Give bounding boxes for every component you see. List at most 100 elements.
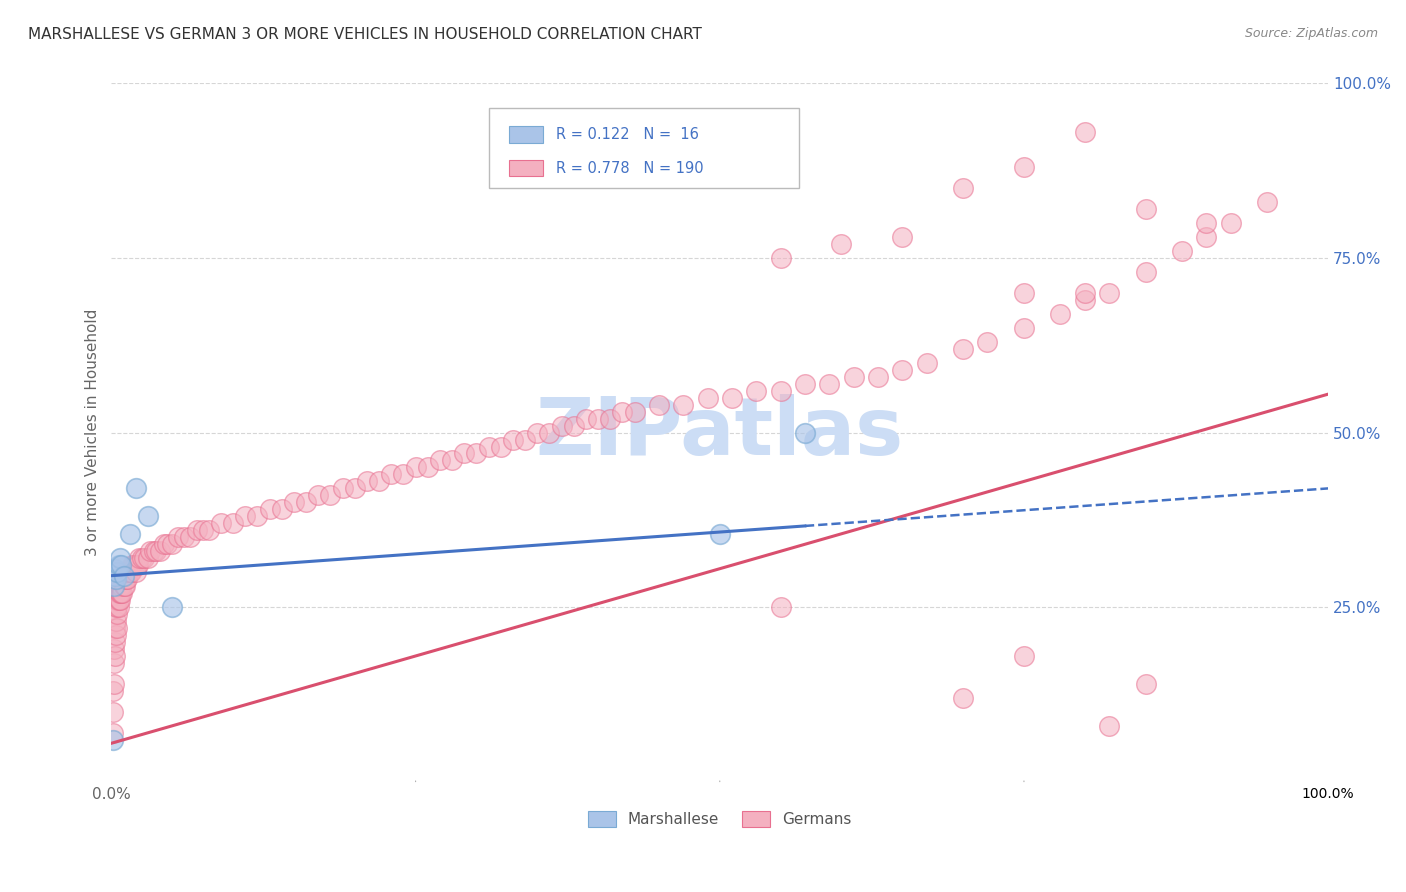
Point (1195, 230, 1218, 244)
Point (319, 488, 342, 502)
Point (1135, 677, 1157, 691)
Point (104, 621, 127, 635)
Point (104, 562, 127, 576)
Point (110, 558, 132, 573)
Point (1012, 160, 1035, 174)
Point (332, 482, 354, 496)
Point (794, 425, 817, 440)
Point (915, 356, 938, 370)
Point (107, 558, 129, 573)
Point (110, 579, 132, 593)
Point (114, 565, 136, 579)
Point (562, 418, 585, 433)
Point (108, 551, 131, 566)
Point (101, 684, 124, 698)
Point (152, 537, 174, 551)
Point (197, 524, 219, 538)
Point (550, 418, 572, 433)
Point (769, 600, 792, 615)
Point (125, 565, 148, 579)
Point (270, 502, 292, 516)
Point (745, 384, 768, 398)
Point (107, 593, 129, 607)
Point (104, 648, 127, 663)
Point (599, 411, 621, 425)
Text: MARSHALLESE VS GERMAN 3 OR MORE VEHICLES IN HOUSEHOLD CORRELATION CHART: MARSHALLESE VS GERMAN 3 OR MORE VEHICLES… (28, 27, 702, 42)
Point (103, 677, 125, 691)
Point (108, 593, 131, 607)
Point (128, 551, 150, 566)
Y-axis label: 3 or more Vehicles in Household: 3 or more Vehicles in Household (86, 309, 100, 557)
Point (162, 537, 184, 551)
Point (149, 544, 172, 558)
Legend: Marshallese, Germans: Marshallese, Germans (582, 805, 858, 833)
Point (134, 551, 156, 566)
Point (105, 628, 128, 642)
Point (107, 586, 129, 600)
Point (105, 600, 128, 615)
Point (125, 482, 148, 496)
Point (118, 526, 141, 541)
Point (112, 568, 135, 582)
Point (1074, 285, 1097, 300)
Point (115, 572, 138, 586)
Point (104, 568, 127, 582)
Point (209, 516, 232, 531)
Point (1012, 648, 1035, 663)
Point (307, 488, 329, 502)
Point (131, 551, 153, 566)
Point (891, 230, 914, 244)
Point (1171, 244, 1194, 258)
Point (105, 572, 128, 586)
Point (111, 572, 134, 586)
Point (441, 453, 464, 467)
Point (623, 404, 645, 418)
Point (191, 524, 214, 538)
Text: ZIPatlas: ZIPatlas (536, 393, 904, 472)
Point (1195, 216, 1218, 230)
Point (842, 369, 865, 384)
Point (117, 565, 139, 579)
Point (167, 530, 190, 544)
Point (952, 181, 974, 195)
Point (721, 391, 744, 405)
Point (368, 475, 391, 489)
Point (120, 565, 142, 579)
Point (127, 558, 149, 573)
Point (405, 460, 427, 475)
Text: R = 0.122   N =  16: R = 0.122 N = 16 (555, 127, 699, 142)
Point (103, 579, 125, 593)
Point (107, 607, 129, 621)
Point (103, 642, 125, 657)
Point (111, 586, 134, 600)
Point (107, 600, 129, 615)
Bar (509, 160, 543, 177)
Point (453, 446, 475, 460)
Point (1219, 216, 1241, 230)
Point (769, 384, 792, 398)
Point (143, 544, 166, 558)
Point (952, 342, 974, 356)
Point (478, 440, 501, 454)
Point (115, 572, 138, 586)
Point (112, 572, 135, 586)
Point (246, 509, 269, 524)
Text: R = 0.778   N = 190: R = 0.778 N = 190 (555, 161, 703, 176)
Point (186, 524, 208, 538)
Point (818, 376, 841, 391)
Point (1012, 321, 1035, 335)
Point (380, 467, 402, 482)
Point (107, 600, 129, 615)
Point (612, 404, 634, 418)
Point (1135, 265, 1157, 279)
Point (259, 502, 281, 516)
Point (769, 251, 792, 265)
Point (108, 586, 131, 600)
Point (173, 530, 195, 544)
Point (672, 398, 695, 412)
Point (429, 453, 451, 467)
Point (118, 565, 141, 579)
Point (392, 467, 415, 482)
Point (648, 398, 671, 412)
Point (502, 433, 524, 447)
